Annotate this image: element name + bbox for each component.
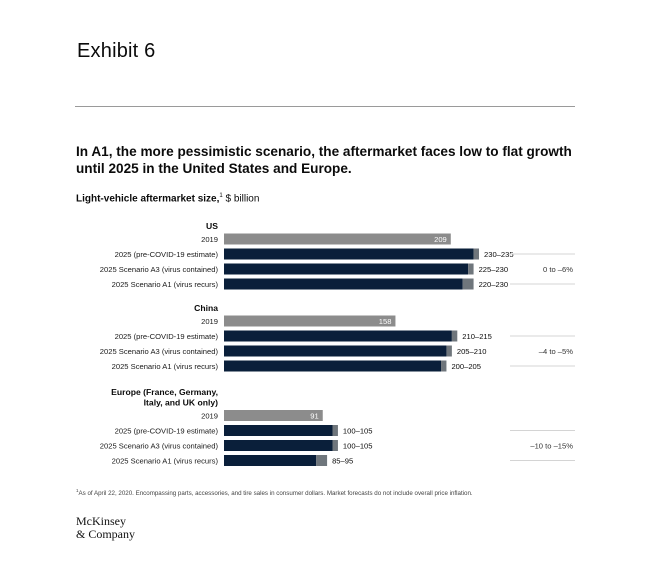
bar-forecast-low bbox=[224, 440, 333, 451]
subtitle-unit: $ billion bbox=[222, 193, 260, 205]
bar-forecast-low bbox=[224, 278, 463, 290]
bar-forecast-low bbox=[224, 248, 474, 260]
group-title: US bbox=[206, 221, 218, 231]
bar-forecast-range bbox=[468, 263, 474, 275]
subtitle-footnote-mark: 1 bbox=[219, 193, 223, 199]
bar-value-label: 205–210 bbox=[457, 347, 487, 356]
bar-value-label: 220–230 bbox=[479, 280, 509, 289]
bar-value-label: 91 bbox=[310, 412, 318, 421]
group-title: Italy, and UK only) bbox=[144, 398, 218, 408]
logo-line-2: & Company bbox=[76, 527, 135, 541]
growth-range-label: –4 to –5% bbox=[539, 347, 573, 356]
header-divider bbox=[75, 106, 575, 107]
bar-value-label: 158 bbox=[379, 317, 392, 326]
row-label: 2019 bbox=[201, 412, 218, 421]
bar-forecast-range bbox=[332, 440, 338, 451]
bar-value-label: 100–105 bbox=[343, 442, 373, 451]
exhibit-label: Exhibit 6 bbox=[77, 40, 156, 62]
bar-value-label: 230–235 bbox=[484, 250, 514, 259]
bar-forecast-range bbox=[441, 360, 447, 372]
bar-value-label: 225–230 bbox=[479, 265, 509, 274]
bar-forecast-low bbox=[224, 345, 447, 357]
mckinsey-logo: McKinsey & Company bbox=[76, 515, 135, 541]
row-label: 2019 bbox=[201, 235, 218, 244]
row-label: 2019 bbox=[201, 317, 218, 326]
bar-value-label: 85–95 bbox=[332, 457, 353, 466]
chart-subtitle: Light-vehicle aftermarket size,1 $ billi… bbox=[76, 193, 259, 204]
footnote: 1As of April 22, 2020. Encompassing part… bbox=[76, 488, 473, 497]
bar-2019 bbox=[224, 410, 323, 421]
row-label: 2025 (pre-COVID-19 estimate) bbox=[115, 250, 219, 259]
row-label: 2025 (pre-COVID-19 estimate) bbox=[115, 332, 219, 341]
bar-forecast-low bbox=[224, 330, 452, 342]
footnote-text: As of April 22, 2020. Encompassing parts… bbox=[78, 490, 473, 498]
bar-forecast-low bbox=[224, 455, 317, 466]
bar-forecast-range bbox=[332, 425, 338, 436]
bar-forecast-low bbox=[224, 425, 333, 436]
bar-forecast-range bbox=[316, 455, 328, 466]
bar-forecast-low bbox=[224, 360, 442, 372]
row-label: 2025 (pre-COVID-19 estimate) bbox=[115, 427, 219, 436]
group-title: China bbox=[194, 303, 218, 313]
group-title: Europe (France, Germany, bbox=[111, 387, 218, 397]
row-label: 2025 Scenario A1 (virus recurs) bbox=[112, 457, 219, 466]
growth-range-label: 0 to –6% bbox=[543, 265, 573, 274]
logo-line-1: McKinsey bbox=[76, 514, 126, 528]
bar-forecast-range bbox=[473, 248, 479, 260]
footnote-mark: 1 bbox=[76, 488, 79, 493]
bar-2019 bbox=[224, 315, 396, 327]
growth-range-label: –10 to –15% bbox=[530, 442, 573, 451]
subtitle-bold: Light-vehicle aftermarket size, bbox=[76, 193, 220, 205]
chart-headline: In A1, the more pessimistic scenario, th… bbox=[76, 144, 572, 176]
bar-forecast-range bbox=[462, 278, 474, 290]
bar-value-label: 100–105 bbox=[343, 427, 373, 436]
row-label: 2025 Scenario A3 (virus contained) bbox=[100, 442, 219, 451]
bar-value-label: 210–215 bbox=[462, 332, 492, 341]
row-label: 2025 Scenario A3 (virus contained) bbox=[100, 265, 219, 274]
bar-value-label: 209 bbox=[434, 235, 447, 244]
bar-forecast-low bbox=[224, 263, 469, 275]
bar-forecast-range bbox=[451, 330, 458, 342]
row-label: 2025 Scenario A3 (virus contained) bbox=[100, 347, 219, 356]
row-label: 2025 Scenario A1 (virus recurs) bbox=[112, 362, 219, 371]
bar-forecast-range bbox=[446, 345, 452, 357]
row-label: 2025 Scenario A1 (virus recurs) bbox=[112, 280, 219, 289]
bar-value-label: 200–205 bbox=[451, 362, 481, 371]
bar-2019 bbox=[224, 233, 451, 245]
